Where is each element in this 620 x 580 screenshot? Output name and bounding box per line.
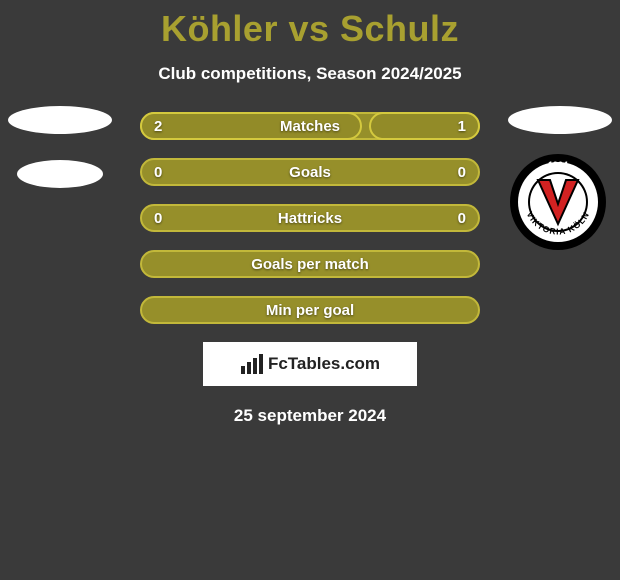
club-badge-right: 1904 VIKTORIA KÖLN [508, 152, 612, 257]
player-right-avatar: 1904 VIKTORIA KÖLN [508, 106, 612, 257]
stat-value-left: 2 [154, 118, 162, 135]
stat-value-right: 0 [458, 164, 466, 181]
stat-row-goals: 0 Goals 0 [140, 158, 480, 186]
stat-value-right: 1 [458, 118, 466, 135]
stat-row-goals-per-match: Goals per match [140, 250, 480, 278]
stat-value-left: 0 [154, 210, 162, 227]
stat-label: Goals [289, 164, 331, 181]
comparison-area: 1904 VIKTORIA KÖLN 2 Matches 1 0 Goals 0 [0, 112, 620, 426]
badge-year-text: 1904 [548, 160, 568, 170]
stat-label: Goals per match [251, 256, 369, 273]
stat-label: Hattricks [278, 210, 342, 227]
stat-label: Min per goal [266, 302, 354, 319]
date-text: 25 september 2024 [0, 406, 620, 426]
viktoria-koln-badge-icon: 1904 VIKTORIA KÖLN [508, 152, 608, 252]
watermark-text: FcTables.com [268, 354, 380, 374]
avatar-head-placeholder [508, 106, 612, 134]
avatar-head-placeholder [8, 106, 112, 134]
bars-icon [240, 354, 264, 374]
page-title: Köhler vs Schulz [0, 0, 620, 50]
watermark: FcTables.com [203, 342, 417, 386]
stat-row-matches: 2 Matches 1 [140, 112, 480, 140]
stat-row-hattricks: 0 Hattricks 0 [140, 204, 480, 232]
stat-value-left: 0 [154, 164, 162, 181]
avatar-body-placeholder [17, 160, 103, 188]
stat-row-min-per-goal: Min per goal [140, 296, 480, 324]
subtitle-text: Club competitions, Season 2024/2025 [0, 64, 620, 84]
stat-label: Matches [280, 118, 340, 135]
stat-value-right: 0 [458, 210, 466, 227]
stats-column: 2 Matches 1 0 Goals 0 0 Hattricks 0 Goal… [140, 112, 480, 324]
player-left-avatar [8, 106, 112, 188]
